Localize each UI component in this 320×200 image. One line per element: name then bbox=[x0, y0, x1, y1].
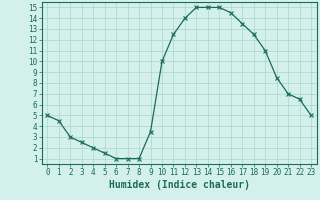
X-axis label: Humidex (Indice chaleur): Humidex (Indice chaleur) bbox=[109, 180, 250, 190]
